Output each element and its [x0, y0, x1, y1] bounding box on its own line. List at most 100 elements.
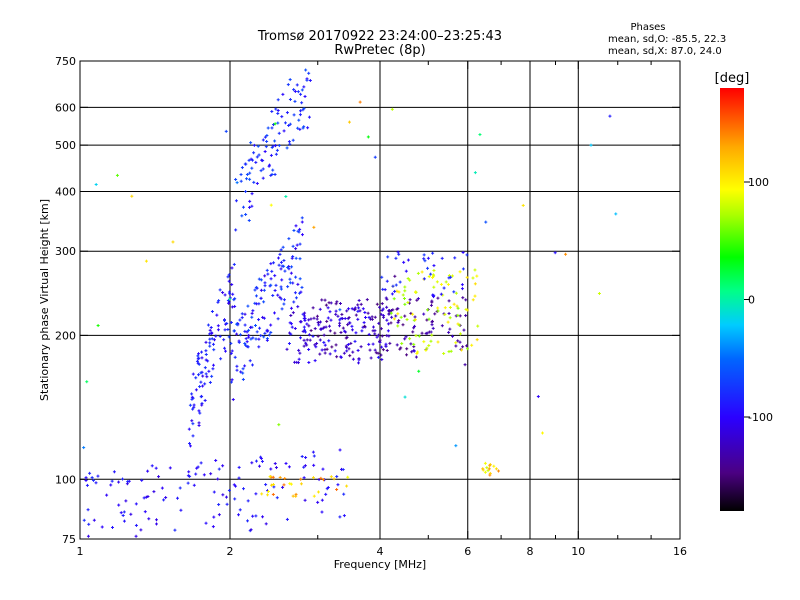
data-point: [276, 108, 280, 112]
data-point: [278, 295, 282, 299]
data-point: [96, 474, 100, 478]
data-point: [318, 307, 322, 311]
data-point: [266, 489, 270, 493]
data-point: [254, 294, 258, 298]
data-point: [455, 304, 459, 308]
data-point: [465, 347, 469, 351]
data-point: [436, 309, 440, 313]
data-point: [476, 324, 480, 328]
data-point: [289, 332, 293, 336]
data-point: [100, 525, 104, 529]
y-tick-label: 600: [55, 101, 76, 114]
data-point: [223, 346, 227, 350]
data-point: [248, 171, 252, 175]
data-point: [146, 469, 150, 473]
data-point: [327, 301, 331, 305]
data-point: [241, 487, 245, 491]
data-point: [262, 288, 266, 292]
data-point: [269, 467, 273, 471]
data-point: [315, 317, 319, 321]
data-point: [152, 490, 156, 494]
data-point: [197, 421, 201, 425]
data-point: [298, 277, 302, 281]
data-point: [464, 298, 468, 302]
data-point: [249, 325, 253, 329]
data-point: [432, 285, 436, 289]
data-point: [281, 485, 285, 489]
data-point: [227, 279, 231, 283]
data-point: [322, 333, 326, 337]
data-point: [200, 350, 204, 354]
data-point: [414, 334, 418, 338]
data-point: [263, 331, 267, 335]
data-point: [238, 333, 242, 337]
data-point: [214, 458, 218, 462]
data-point: [284, 195, 288, 199]
data-point: [262, 316, 266, 320]
phases-o-line: mean, sd,O: -85.5, 22.3: [608, 34, 726, 45]
data-point: [589, 143, 593, 147]
data-point: [394, 314, 398, 318]
data-point: [390, 292, 394, 296]
data-point: [179, 508, 183, 512]
data-point: [425, 318, 429, 322]
data-point: [424, 331, 428, 335]
data-point: [414, 355, 418, 359]
data-point: [253, 323, 257, 327]
data-point: [263, 281, 267, 285]
data-point: [235, 322, 239, 326]
data-point: [253, 288, 257, 292]
data-point: [275, 496, 279, 500]
data-point: [396, 312, 400, 316]
data-point: [314, 345, 318, 349]
data-point: [341, 468, 345, 472]
data-point: [87, 522, 91, 526]
data-point: [389, 311, 393, 315]
data-point: [608, 114, 612, 118]
data-point: [299, 482, 303, 486]
data-point: [338, 301, 342, 305]
data-point: [317, 321, 321, 325]
data-point: [232, 262, 236, 266]
data-point: [321, 467, 325, 471]
data-point: [273, 288, 277, 292]
data-point: [175, 496, 179, 500]
data-point: [125, 482, 129, 486]
data-point: [287, 465, 291, 469]
data-point: [478, 133, 482, 137]
data-point: [316, 334, 320, 338]
data-point: [422, 312, 426, 316]
data-point: [191, 422, 195, 426]
data-point: [277, 423, 281, 427]
data-point: [303, 464, 307, 468]
data-point: [245, 340, 249, 344]
data-point: [346, 475, 350, 479]
data-point: [227, 273, 231, 277]
data-point: [144, 259, 148, 263]
data-point: [243, 364, 247, 368]
data-point: [335, 355, 339, 359]
data-point: [217, 513, 221, 517]
data-point: [432, 264, 436, 268]
data-point: [221, 464, 225, 468]
data-point: [82, 518, 86, 522]
data-point: [238, 508, 242, 512]
data-point: [410, 350, 414, 354]
data-point: [264, 483, 268, 487]
data-point: [235, 181, 239, 185]
data-point: [394, 283, 398, 287]
data-point: [168, 466, 172, 470]
data-point: [86, 534, 90, 538]
data-point: [302, 476, 306, 480]
data-point: [475, 274, 479, 278]
y-tick-label: 75: [62, 533, 76, 546]
data-point: [427, 344, 431, 348]
data-point: [359, 345, 363, 349]
data-point: [436, 296, 440, 300]
data-point: [288, 281, 292, 285]
data-point: [409, 342, 413, 346]
data-point: [121, 513, 125, 517]
data-point: [171, 240, 175, 244]
data-point: [147, 517, 151, 521]
data-point: [293, 89, 297, 93]
